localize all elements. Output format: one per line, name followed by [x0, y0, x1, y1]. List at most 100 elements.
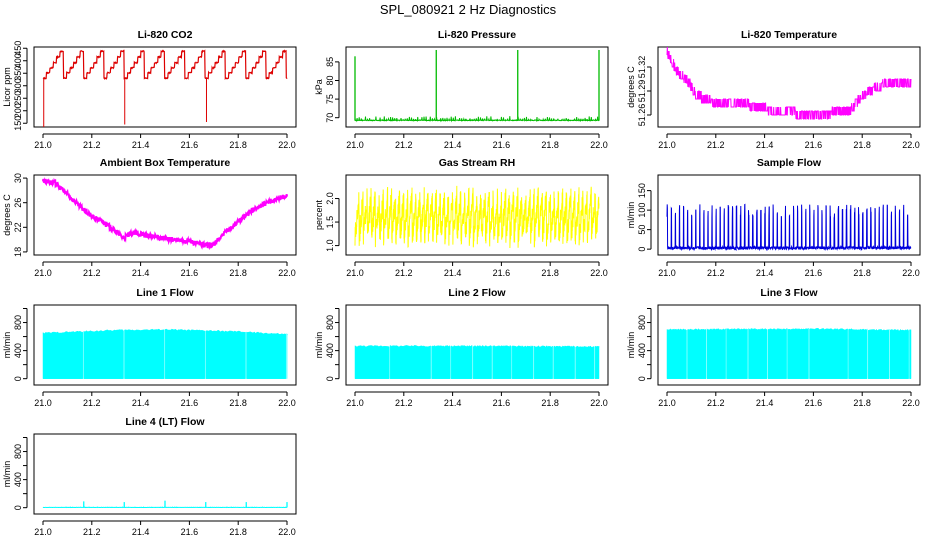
x-tick-label: 22.0 [278, 398, 296, 408]
x-tick-label: 22.0 [590, 140, 608, 150]
y-tick-label: 400 [637, 343, 647, 358]
x-tick-label: 21.0 [658, 398, 676, 408]
series-line [354, 185, 600, 249]
y-tick-label: 1.5 [325, 216, 335, 229]
y-axis-label: ml/min [2, 461, 12, 488]
y-tick-label: 51.32 [637, 56, 647, 79]
series-area [594, 345, 600, 379]
panel-rh: Gas Stream RH 21.0 21.2 21.4 21.6 21.8 22.0 1.0… [314, 157, 609, 278]
x-tick-label: 21.4 [132, 140, 150, 150]
x-tick-label: 21.2 [707, 398, 725, 408]
series-area [83, 329, 124, 379]
panel-sample: Sample Flow 21.0 21.2 21.4 21.6 21.8 22.0 0 50 10… [626, 157, 921, 278]
series-area [687, 328, 707, 379]
y-tick-label: 26 [13, 198, 23, 208]
x-tick-label: 21.6 [805, 398, 823, 408]
panel-title: Gas Stream RH [439, 157, 515, 169]
panel-title: Li-820 CO2 [138, 29, 193, 41]
x-tick-label: 21.8 [229, 140, 247, 150]
series-area [575, 345, 595, 379]
y-axis-label: percent [314, 199, 324, 230]
x-tick-label: 21.8 [853, 398, 871, 408]
panel-title: Ambient Box Temperature [100, 157, 231, 169]
x-tick-label: 21.6 [181, 398, 199, 408]
y-tick-label: 400 [325, 343, 335, 358]
y-tick-label: 85 [325, 57, 335, 67]
series-area [431, 344, 451, 379]
series-area [354, 345, 390, 379]
y-tick-label: 50 [637, 225, 647, 235]
panel-title: Li-820 Pressure [438, 29, 516, 41]
y-tick-label: 0 [325, 376, 335, 381]
x-tick-label: 21.2 [83, 527, 101, 537]
y-tick-label: 0 [13, 376, 23, 381]
x-tick-label: 21.8 [541, 398, 559, 408]
x-tick-label: 22.0 [278, 268, 296, 278]
series-area [164, 328, 206, 379]
series-area [706, 328, 726, 379]
panel-co2: Li-820 CO2 21.0 21.2 21.4 21.6 21.8 22.0 150200… [2, 29, 297, 150]
y-tick-label: 80 [325, 75, 335, 85]
x-tick-label: 21.4 [756, 268, 774, 278]
x-tick-label: 21.2 [395, 140, 413, 150]
y-tick-label: 22 [13, 222, 23, 232]
panel-title: Line 2 Flow [448, 287, 506, 299]
x-tick-label: 21.8 [229, 527, 247, 537]
series-area [889, 328, 909, 379]
y-tick-label: 0 [13, 505, 23, 510]
series-line [666, 46, 912, 120]
series-area [809, 328, 848, 379]
panel-title: Li-820 Temperature [741, 29, 837, 41]
x-tick-label: 21.8 [541, 140, 559, 150]
y-tick-label: 800 [325, 315, 335, 330]
series-area [472, 344, 492, 379]
y-axis-label: degrees C [626, 66, 636, 108]
plot-frame [345, 174, 609, 256]
x-tick-label: 22.0 [590, 268, 608, 278]
series-line [42, 49, 288, 81]
x-tick-label: 22.0 [902, 140, 920, 150]
y-tick-label: 400 [13, 53, 23, 68]
plot-frame [657, 46, 921, 128]
x-tick-label: 21.8 [229, 268, 247, 278]
y-tick-label: 400 [13, 472, 23, 487]
x-tick-label: 21.0 [346, 268, 364, 278]
y-tick-label: 300 [13, 78, 23, 93]
x-tick-label: 21.8 [541, 268, 559, 278]
x-tick-label: 21.2 [83, 268, 101, 278]
x-tick-label: 21.2 [83, 140, 101, 150]
y-tick-label: 200 [13, 103, 23, 118]
x-tick-label: 21.0 [658, 140, 676, 150]
series-area [246, 331, 287, 379]
series-area [450, 345, 473, 379]
x-tick-label: 21.4 [444, 140, 462, 150]
y-tick-label: 800 [637, 315, 647, 330]
x-tick-label: 21.6 [493, 268, 511, 278]
x-tick-label: 21.6 [181, 527, 199, 537]
y-tick-label: 0 [637, 376, 647, 381]
y-tick-label: 0 [637, 247, 647, 252]
plot-frame [33, 174, 297, 256]
y-tick-label: 450 [13, 41, 23, 56]
y-tick-label: 400 [13, 343, 23, 358]
series-area [205, 330, 246, 379]
x-tick-label: 21.2 [707, 268, 725, 278]
series-area [767, 327, 787, 379]
y-tick-label: 250 [13, 91, 23, 106]
series-area [533, 345, 553, 379]
x-tick-label: 21.2 [395, 268, 413, 278]
plot-frame [33, 304, 297, 386]
x-tick-label: 21.4 [444, 398, 462, 408]
panel-title: Line 4 (LT) Flow [125, 416, 205, 428]
series-area [748, 328, 768, 379]
panel-title: Sample Flow [757, 157, 822, 169]
y-tick-label: 350 [13, 66, 23, 81]
panel-line2: Line 2 Flow 21.0 21.2 21.4 21.6 21.8 22.0 0 400 8… [314, 287, 609, 408]
y-tick-label: 51.26 [637, 104, 647, 127]
series-area [553, 345, 575, 379]
series-area [389, 344, 431, 379]
y-axis-label: ml/min [314, 332, 324, 359]
x-tick-label: 21.4 [756, 398, 774, 408]
panel-title: Line 1 Flow [136, 287, 194, 299]
